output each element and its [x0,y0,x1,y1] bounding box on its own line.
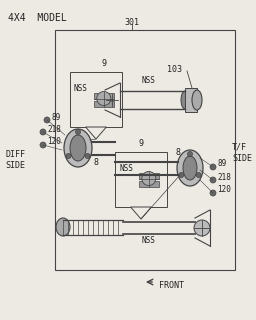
Text: NSS: NSS [141,236,155,245]
Text: 89: 89 [217,159,226,169]
Text: 218: 218 [47,124,61,133]
Circle shape [210,164,216,170]
Bar [94,92,114,99]
Text: SIDE: SIDE [5,161,25,170]
Ellipse shape [56,218,70,236]
Text: 4X4  MODEL: 4X4 MODEL [8,13,67,23]
Circle shape [97,92,111,106]
Bar [185,88,197,112]
Polygon shape [86,127,106,139]
Ellipse shape [70,135,86,161]
Ellipse shape [181,91,189,109]
Text: 89: 89 [51,113,60,122]
Text: NSS: NSS [119,164,133,173]
Text: 120: 120 [47,138,61,147]
Ellipse shape [183,89,197,111]
Text: 103: 103 [167,65,183,74]
Text: 218: 218 [217,172,231,181]
Bar [94,100,114,107]
Circle shape [66,154,71,158]
Text: 8: 8 [93,158,98,167]
Text: 9: 9 [101,59,106,68]
Circle shape [85,154,90,158]
Text: NSS: NSS [74,84,88,93]
Text: T/F: T/F [232,143,247,152]
Text: 120: 120 [217,186,231,195]
Ellipse shape [177,150,203,186]
Text: SIDE: SIDE [232,154,252,163]
Circle shape [210,190,216,196]
Ellipse shape [192,90,202,110]
Circle shape [106,94,118,106]
Bar [55,30,235,270]
Polygon shape [131,207,151,219]
Text: NSS: NSS [141,76,155,85]
Text: DIFF: DIFF [5,150,25,159]
Circle shape [187,151,193,156]
Circle shape [194,220,210,236]
Text: 301: 301 [124,18,140,27]
Bar [115,152,167,207]
Circle shape [179,172,184,178]
Circle shape [210,177,216,183]
Bar [70,72,122,127]
Circle shape [44,117,50,123]
Bar [139,172,159,179]
Ellipse shape [64,129,92,167]
Circle shape [76,130,80,134]
Circle shape [142,172,156,186]
Circle shape [196,172,201,178]
Text: 8: 8 [176,148,180,157]
Ellipse shape [183,156,197,180]
Text: 9: 9 [138,139,144,148]
Text: FRONT: FRONT [159,282,184,291]
Circle shape [40,142,46,148]
Circle shape [40,129,46,135]
Bar [139,180,159,187]
